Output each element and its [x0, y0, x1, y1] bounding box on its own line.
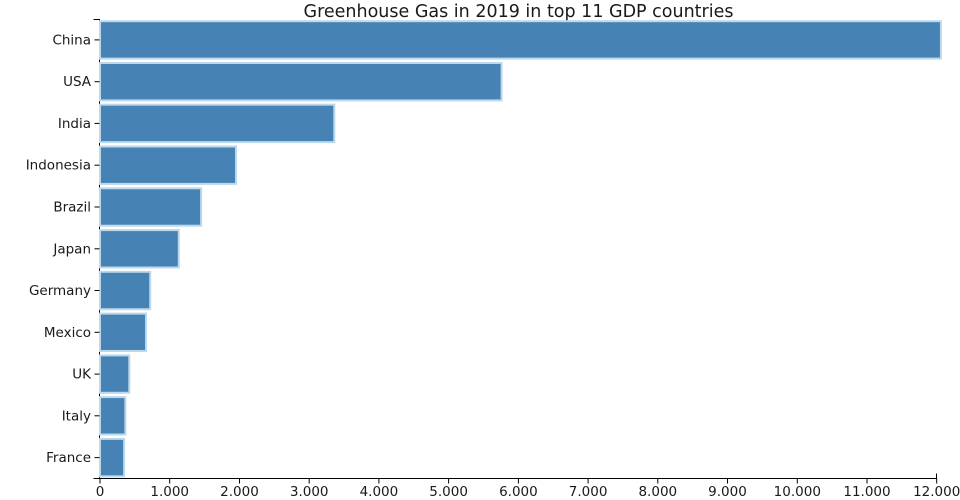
y-tick-label-uk: UK: [72, 367, 92, 383]
x-tick-label-11.000: 11.000: [843, 484, 890, 500]
y-tick-label-indonesia: Indonesia: [26, 158, 91, 174]
bar-mexico: [99, 312, 147, 353]
x-tick-label-5.000: 5.000: [429, 484, 468, 500]
x-tick-label-4.000: 4.000: [360, 484, 399, 500]
bar-usa: [99, 62, 503, 102]
bar-india: [99, 103, 336, 144]
x-tick-label-8.000: 8.000: [638, 484, 677, 500]
x-tick-label-10.000: 10.000: [774, 484, 821, 500]
bar-germany: [99, 270, 152, 311]
x-tick-label-1.000: 1.000: [150, 484, 189, 500]
y-tick-label-brazil: Brazil: [53, 200, 91, 216]
x-tick-label-6.000: 6.000: [499, 484, 538, 500]
x-axis-domain: [99, 473, 937, 479]
y-tick-label-india: India: [58, 116, 91, 132]
bar-brazil: [99, 187, 203, 227]
bar-france: [99, 437, 126, 478]
bar-japan: [99, 229, 180, 269]
bar-indonesia: [99, 145, 237, 185]
y-tick-label-germany: Germany: [29, 283, 91, 299]
x-tick-label-2.000: 2.000: [220, 484, 259, 500]
x-tick-label-12.000: 12.000: [913, 484, 960, 500]
y-tick-label-france: France: [46, 450, 91, 466]
chart-title: Greenhouse Gas in 2019 in top 11 GDP cou…: [303, 2, 734, 22]
x-tick-label-3.000: 3.000: [290, 484, 329, 500]
y-tick-label-china: China: [52, 32, 91, 48]
x-tick-label-7.000: 7.000: [569, 484, 608, 500]
x-tick-label-0: 0: [96, 484, 105, 500]
y-tick-label-mexico: Mexico: [44, 325, 91, 341]
y-tick-label-japan: Japan: [52, 241, 91, 257]
bar-italy: [99, 396, 127, 436]
bar-china: [99, 20, 942, 60]
bar-uk: [99, 354, 131, 394]
y-tick-label-italy: Italy: [62, 408, 91, 424]
x-tick-label-9.000: 9.000: [708, 484, 747, 500]
y-tick-label-usa: USA: [63, 74, 92, 90]
